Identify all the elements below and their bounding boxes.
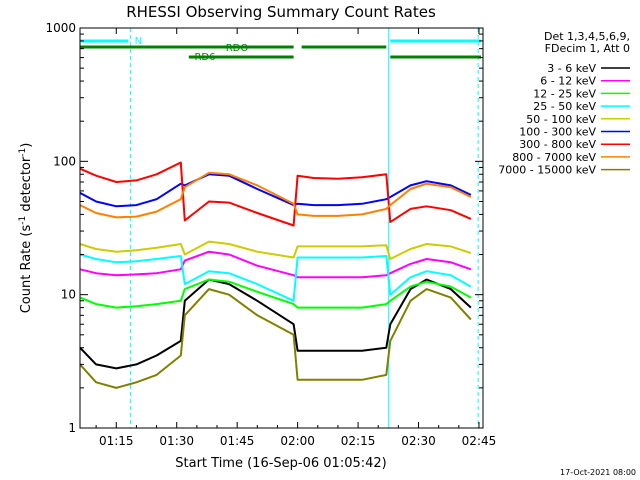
- legend-label-8: 7000 - 15000 keV: [498, 164, 596, 177]
- legend-label-4: 50 - 100 keV: [526, 113, 596, 126]
- y-axis-label: Count Rate (s-1 detector-1): [18, 143, 34, 314]
- footer-date: 17-Oct-2021 08:00: [560, 468, 636, 477]
- legend-label-6: 300 - 800 keV: [519, 138, 596, 151]
- legend-label-3: 25 - 50 keV: [533, 100, 596, 113]
- legend-label-7: 800 - 7000 keV: [512, 151, 596, 164]
- x-axis-label: Start Time (16-Sep-06 01:05:42): [175, 456, 386, 471]
- plot-frame: [79, 27, 484, 429]
- series-line-1: [79, 250, 472, 279]
- y-tick-label-1: 10: [61, 288, 76, 302]
- series-line-6: [79, 161, 472, 227]
- legend: Det 1,3,4,5,6,9, FDecim 1, Att 0 3 - 6 k…: [498, 30, 630, 177]
- legend-label-5: 100 - 300 keV: [519, 126, 596, 139]
- y-label-mid: detector: [19, 156, 34, 216]
- y-axis: 1 10 100 1000: [45, 21, 483, 435]
- flag-n-label: N: [135, 36, 142, 47]
- x-tick-label-3: 02:00: [280, 434, 315, 448]
- chart-title: RHESSI Observing Summary Count Rates: [126, 3, 436, 21]
- y-tick-label-0: 1: [68, 421, 76, 435]
- flag-rdo-label: RDO: [226, 43, 249, 54]
- legend-label-1: 6 - 12 keV: [540, 75, 596, 88]
- series-line-2: [79, 278, 472, 309]
- status-flags: N RDO RD6: [80, 36, 481, 63]
- x-tick-label-5: 02:30: [401, 434, 436, 448]
- x-tick-label-4: 02:15: [341, 434, 376, 448]
- series-line-3: [79, 253, 472, 302]
- series-lines: [79, 161, 472, 389]
- y-label-sup2: -1: [18, 148, 28, 157]
- x-tick-label-2: 01:45: [220, 434, 255, 448]
- series-line-0: [79, 278, 472, 370]
- y-label-sup1: -1: [18, 216, 28, 225]
- flag-rd6-label: RD6: [194, 52, 215, 63]
- legend-label-0: 3 - 6 keV: [547, 62, 596, 75]
- x-tick-label-0: 01:15: [99, 434, 134, 448]
- x-tick-label-6: 02:45: [462, 434, 497, 448]
- series-line-8: [79, 288, 472, 389]
- series-line-7: [79, 171, 472, 219]
- y-label-main: Count Rate (s: [19, 225, 34, 314]
- legend-header-line-2: FDecim 1, Att 0: [545, 42, 630, 55]
- x-axis: 01:15 01:30 01:45 02:00 02:15 02:30 02:45: [95, 28, 497, 448]
- x-tick-label-1: 01:30: [159, 434, 194, 448]
- y-tick-label-2: 100: [53, 154, 76, 168]
- y-label-end: ): [19, 143, 34, 148]
- legend-header-line-1: Det 1,3,4,5,6,9,: [544, 30, 630, 43]
- y-tick-label-3: 1000: [45, 21, 76, 35]
- series-line-4: [79, 240, 472, 260]
- legend-label-2: 12 - 25 keV: [533, 87, 596, 100]
